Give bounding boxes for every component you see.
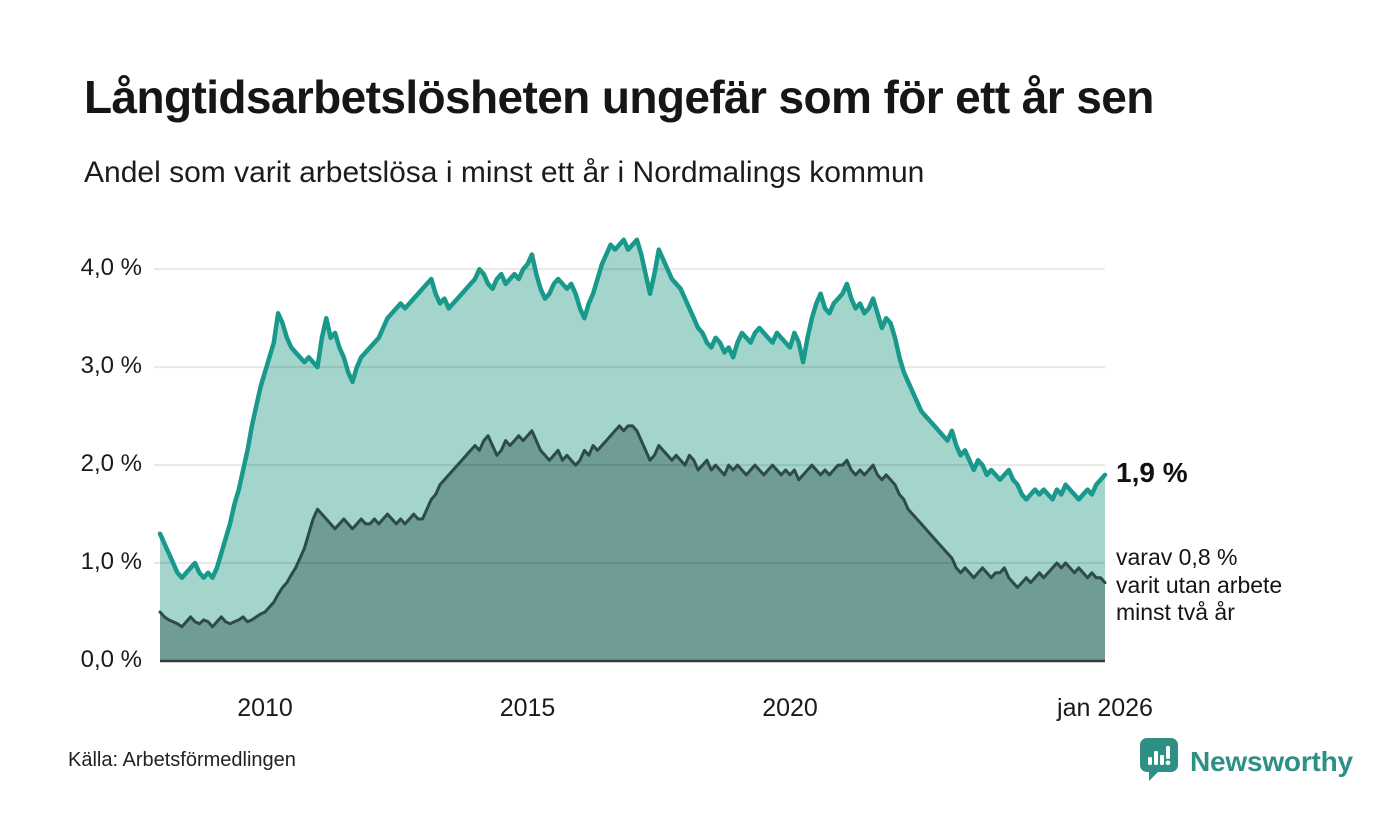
x-tick-label: 2020 — [762, 694, 818, 722]
chart-title: Långtidsarbetslösheten ungefär som för e… — [84, 71, 1154, 123]
total-line — [157, 237, 1108, 580]
speech-bubble-shape — [1140, 738, 1178, 781]
two-year-area-fill — [160, 425, 1105, 661]
newsworthy-logo: Newsworthy — [1139, 737, 1353, 787]
two-year-line — [158, 424, 1107, 629]
chart-subtitle: Andel som varit arbetslösa i minst ett å… — [84, 156, 925, 189]
y-tick-label: 0,0 % — [80, 646, 142, 673]
newsworthy-speech-bubble-bar-chart-icon — [1139, 737, 1179, 787]
y-tick-label: 4,0 % — [80, 254, 142, 282]
latest-total-value-label: 1,9 % — [1116, 457, 1188, 488]
y-tick-label: 1,0 % — [80, 548, 142, 576]
area-chart-svg — [154, 237, 1108, 663]
x-tick-label: 2010 — [237, 694, 293, 722]
y-tick-label: 3,0 % — [80, 352, 142, 380]
x-tick-label: jan 2026 — [1057, 694, 1153, 722]
newsworthy-wordmark: Newsworthy — [1190, 746, 1353, 777]
plot-area: 0,0 % 1,0 % 2,0 % 3,0 % 4,0 % 2010 2015 2020 jan… — [81, 230, 1153, 722]
x-tick-label: 2015 — [499, 694, 556, 722]
source-caption: Källa: Arbetsförmedlingen — [68, 749, 296, 771]
y-tick-label: 2,0 % — [80, 450, 142, 478]
two-year-annotation: varav 0,8 % varit utan arbete minst två … — [1116, 544, 1283, 625]
